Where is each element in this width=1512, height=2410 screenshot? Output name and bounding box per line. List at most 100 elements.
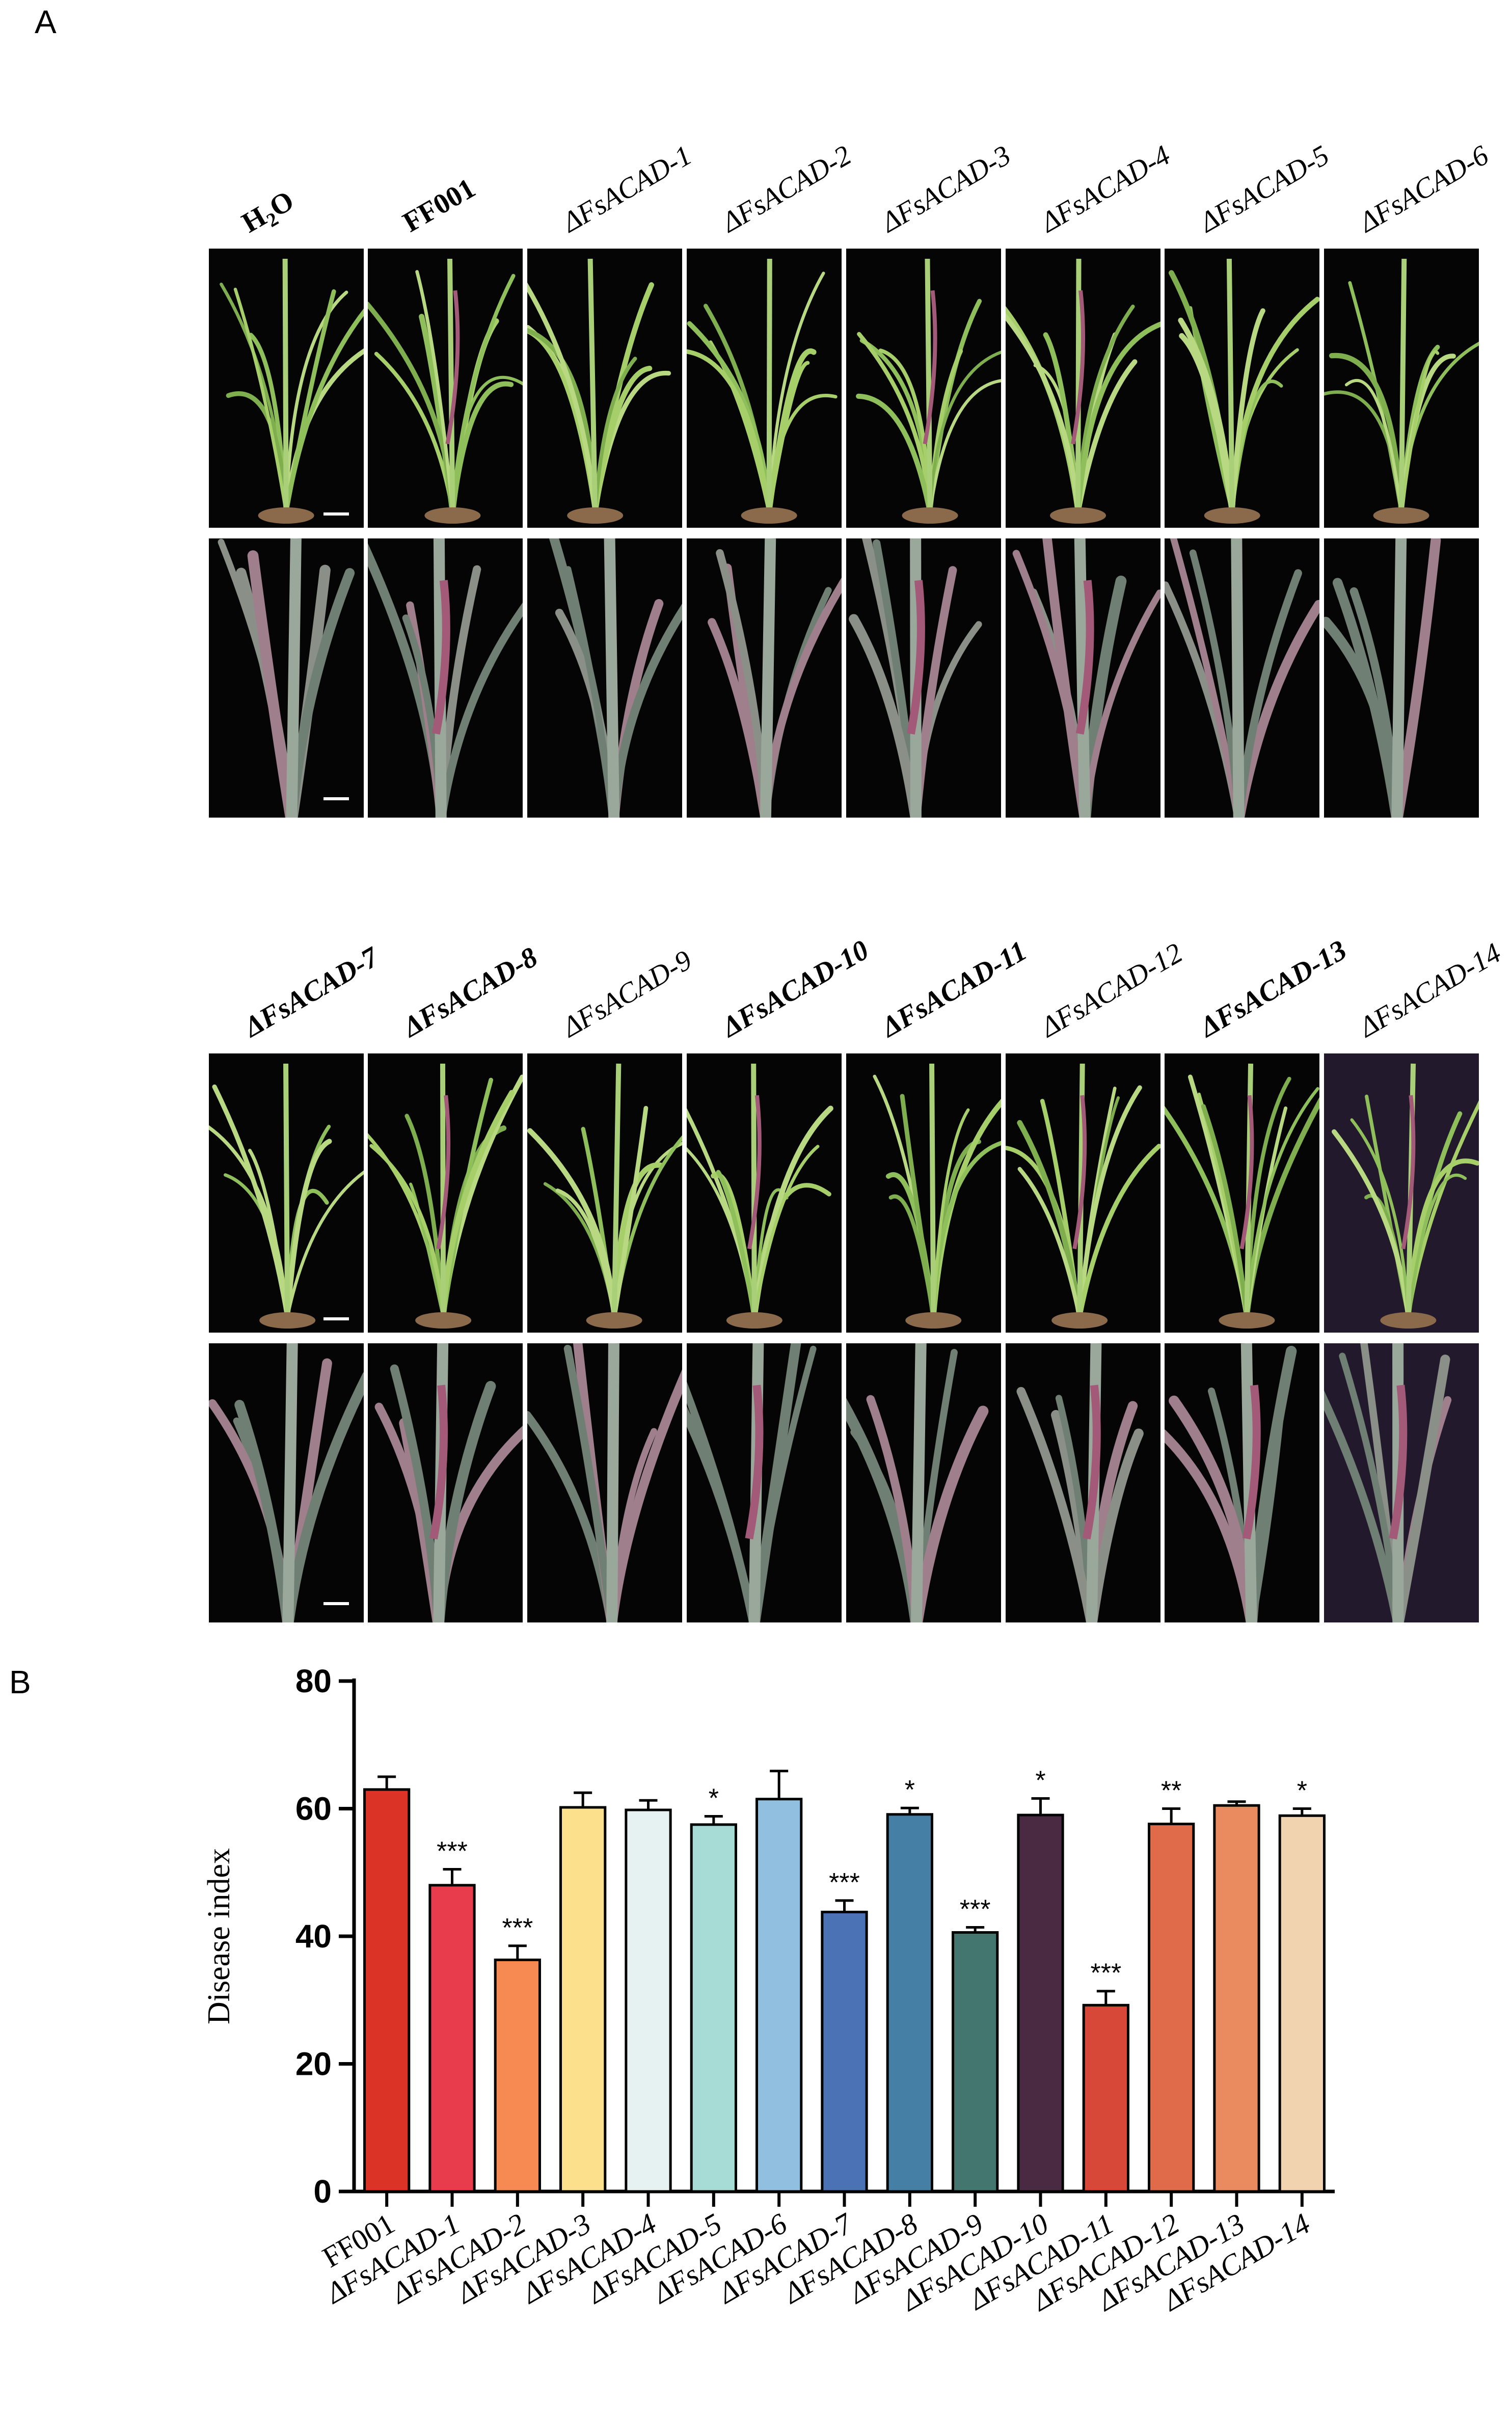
photo-column-label: ΔFsACAD-8 xyxy=(397,941,543,1044)
leaf-closeup-photo xyxy=(368,1343,523,1622)
plant-drawing xyxy=(1006,1063,1160,1329)
bar xyxy=(428,1884,476,2193)
whole-plant-photo xyxy=(209,1053,364,1333)
whole-plant-photo xyxy=(846,1053,1001,1333)
leaf-closeup-photo xyxy=(1324,1343,1479,1622)
bar xyxy=(1017,1813,1064,2193)
whole-plant-photo xyxy=(1165,249,1319,528)
plant-drawing xyxy=(527,1343,682,1622)
bar xyxy=(494,1958,541,2193)
bar xyxy=(821,1910,868,2193)
plant-drawing xyxy=(1006,258,1160,524)
leaf-closeup-photo xyxy=(687,538,842,818)
plant-drawing xyxy=(708,538,842,818)
plant-drawing xyxy=(1016,1343,1144,1622)
label-text: ΔFsACAD-7 xyxy=(238,941,384,1044)
whole-plant-photo xyxy=(368,1053,523,1333)
plant-drawing xyxy=(1165,1343,1297,1622)
leaf-closeup-photo xyxy=(1165,1343,1319,1622)
leaf-closeup-photo xyxy=(1165,538,1319,818)
plant-drawing xyxy=(368,538,523,818)
significance-label: *** xyxy=(960,1894,991,1924)
scale-bar xyxy=(323,512,349,516)
y-tick-label: 20 xyxy=(295,2046,332,2082)
plant-drawing xyxy=(1168,258,1319,524)
whole-plant-photo xyxy=(687,1053,842,1333)
photo-column-label: ΔFsACAD-5 xyxy=(1194,139,1335,239)
significance-label: *** xyxy=(829,1868,860,1898)
significance-label: *** xyxy=(1090,1959,1121,1988)
leaf-closeup-photo xyxy=(1006,1343,1160,1622)
bar xyxy=(625,1808,672,2193)
photo-column-label: ΔFsACAD-1 xyxy=(557,139,697,239)
bar xyxy=(690,1823,737,2193)
bar xyxy=(1148,1823,1195,2193)
leaf-closeup-photo xyxy=(846,538,1001,818)
whole-plant-photo xyxy=(1006,1053,1160,1333)
plant-drawing xyxy=(687,1063,833,1329)
label-text: ΔFsACAD-1 xyxy=(557,139,697,239)
plant-drawing xyxy=(218,538,355,818)
plant-drawing xyxy=(856,258,1001,524)
bar xyxy=(886,1813,933,2193)
scale-bar xyxy=(323,1317,349,1320)
plant-photo-grid: H2O FF001 ΔFsACAD-1 ΔFsACAD-2 ΔFsACAD-3 ΔFsAC… xyxy=(209,139,1506,1622)
plant-drawing xyxy=(687,258,838,524)
whole-plant-photo xyxy=(846,249,1001,528)
y-tick-label: 40 xyxy=(295,1918,332,1955)
plant-drawing xyxy=(209,1063,364,1329)
plant-drawing xyxy=(527,1063,682,1329)
plant-drawing xyxy=(1165,1063,1319,1329)
label-text: H xyxy=(236,200,272,239)
y-tick-label: 60 xyxy=(295,1791,332,1827)
photo-column-label: ΔFsACAD-12 xyxy=(1035,937,1188,1044)
leaf-closeup-photo xyxy=(1006,538,1160,818)
label-text: FF001 xyxy=(397,172,481,239)
leaf-closeup-photo xyxy=(846,1343,1001,1622)
photo-column-label: ΔFsACAD-9 xyxy=(557,944,697,1044)
leaf-closeup-photo xyxy=(527,538,682,818)
photo-column-label: ΔFsACAD-10 xyxy=(716,934,874,1044)
label-text: ΔFsACAD-9 xyxy=(557,944,697,1044)
significance-label: * xyxy=(905,1775,915,1805)
plant-drawing xyxy=(873,1063,1001,1329)
significance-label: *** xyxy=(502,1913,533,1943)
scale-bar xyxy=(323,797,349,800)
bar xyxy=(952,1931,999,2193)
bar xyxy=(1082,2003,1129,2193)
leaf-closeup-photo xyxy=(368,538,523,818)
plant-drawing xyxy=(849,538,982,818)
whole-plant-photo xyxy=(1324,1053,1479,1333)
y-axis-label: Disease index xyxy=(202,1848,236,2024)
bar xyxy=(1213,1804,1260,2193)
whole-plant-photo xyxy=(527,1053,682,1333)
label-text: ΔFsACAD-2 xyxy=(716,139,857,239)
significance-label: * xyxy=(709,1784,719,1813)
photo-column-label: ΔFsACAD-14 xyxy=(1354,937,1506,1044)
whole-plant-photo xyxy=(1165,1053,1319,1333)
photo-column-label: H2O xyxy=(236,184,302,243)
label-text: ΔFsACAD-14 xyxy=(1354,937,1506,1044)
panel-letter-a: A xyxy=(35,4,57,40)
plant-drawing xyxy=(1012,538,1160,818)
whole-plant-photo xyxy=(527,249,682,528)
leaf-closeup-photo xyxy=(209,1343,364,1622)
plant-drawing xyxy=(374,1343,523,1622)
whole-plant-photo xyxy=(1324,249,1479,528)
photo-column-label: ΔFsACAD-13 xyxy=(1194,934,1352,1044)
plant-drawing xyxy=(1165,538,1319,818)
plant-drawing xyxy=(209,1343,364,1622)
label-text: ΔFsACAD-13 xyxy=(1194,934,1352,1044)
label-text: ΔFsACAD-11 xyxy=(876,935,1033,1044)
y-tick-label: 80 xyxy=(295,1663,332,1699)
leaf-closeup-photo xyxy=(209,538,364,818)
label-text: ΔFsACAD-12 xyxy=(1035,937,1188,1044)
plant-drawing xyxy=(687,1343,817,1622)
photo-column-label: ΔFsACAD-2 xyxy=(716,139,857,239)
photo-column-label: ΔFsACAD-7 xyxy=(238,941,384,1044)
plant-drawing xyxy=(368,1063,523,1329)
whole-plant-photo xyxy=(687,249,842,528)
plant-drawing xyxy=(368,258,523,524)
leaf-closeup-photo xyxy=(1324,538,1479,818)
